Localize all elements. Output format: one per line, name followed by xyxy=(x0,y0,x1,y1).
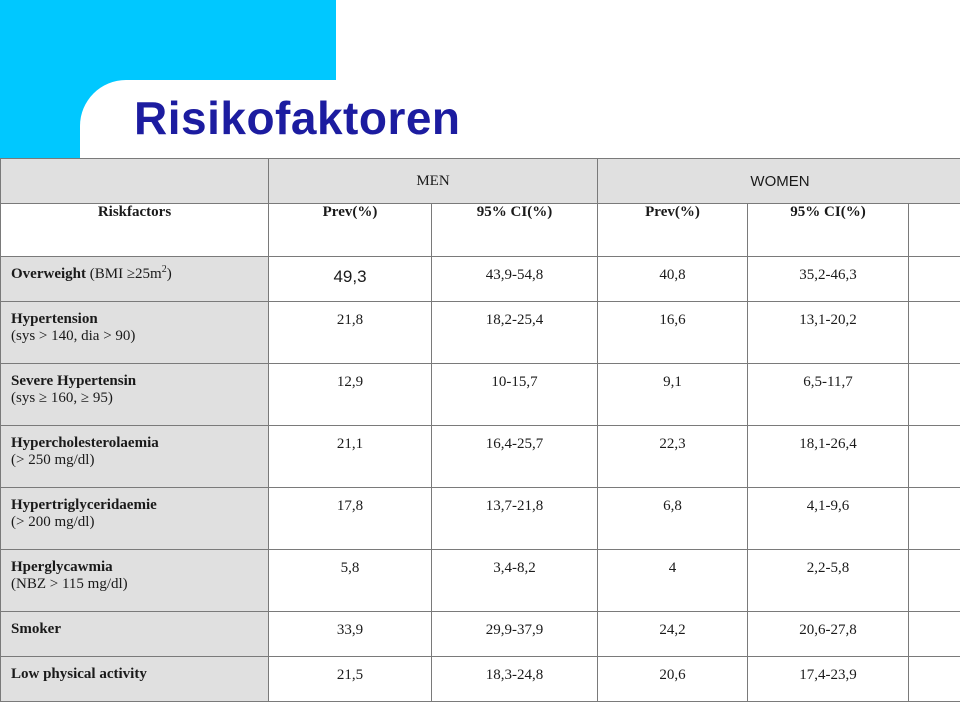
women-ci-cell: 4,1-9,6 xyxy=(747,487,909,550)
women-ci-cell: 18,1-26,4 xyxy=(747,425,909,488)
women-prev-cell: 9,1 xyxy=(597,363,748,426)
row-label-main: Hypertension xyxy=(11,311,98,327)
superscript: 2 xyxy=(161,264,167,275)
row-label-sub: (sys ≥ 160, ≥ 95) xyxy=(11,390,113,406)
title-tab-shape xyxy=(80,80,960,170)
row-label-sub-end: ) xyxy=(166,266,172,282)
row-label-main: Hypercholesterolaemia xyxy=(11,435,159,451)
women-ci-cell: 20,6-27,8 xyxy=(747,611,909,657)
spacer-cell xyxy=(907,549,960,612)
column-header-men-prev: Prev(%) xyxy=(268,203,432,257)
spacer-cell xyxy=(907,425,960,488)
group-header-row: MEN WOMEN xyxy=(0,158,960,204)
row-label-hperglycawmia: Hperglycawmia (NBZ > 115 mg/dl) xyxy=(0,549,269,612)
column-header-women-prev: Prev(%) xyxy=(597,203,748,257)
row-label-main: Low physical activity xyxy=(11,666,147,682)
row-label-hypertension: Hypertension (sys > 140, dia > 90) xyxy=(0,301,269,364)
men-ci-cell: 10-15,7 xyxy=(431,363,598,426)
column-header-spacer xyxy=(907,203,960,257)
men-ci-cell: 3,4-8,2 xyxy=(431,549,598,612)
row-label-main: Hperglycawmia xyxy=(11,559,113,575)
men-prev-cell: 21,8 xyxy=(268,301,432,364)
row-label-sub: (> 200 mg/dl) xyxy=(11,514,95,530)
spacer-cell xyxy=(907,487,960,550)
row-label-sub: (> 250 mg/dl) xyxy=(11,452,95,468)
table-row: Overweight (BMI ≥25m2) 49,3 43,9-54,8 40… xyxy=(0,256,960,302)
men-ci-cell: 18,2-25,4 xyxy=(431,301,598,364)
women-ci-cell: 35,2-46,3 xyxy=(747,256,909,302)
table-row: Severe Hypertensin (sys ≥ 160, ≥ 95) 12,9… xyxy=(0,363,960,426)
men-ci-cell: 29,9-37,9 xyxy=(431,611,598,657)
women-ci-cell: 13,1-20,2 xyxy=(747,301,909,364)
women-prev-cell: 22,3 xyxy=(597,425,748,488)
column-header-women-ci: 95% CI(%) xyxy=(747,203,909,257)
column-header-riskfactors: Riskfactors xyxy=(0,203,269,257)
women-prev-cell: 24,2 xyxy=(597,611,748,657)
column-header-men-ci: 95% CI(%) xyxy=(431,203,598,257)
women-prev-cell: 4 xyxy=(597,549,748,612)
women-prev-cell: 40,8 xyxy=(597,256,748,302)
women-ci-cell: 2,2-5,8 xyxy=(747,549,909,612)
table-row: Hperglycawmia (NBZ > 115 mg/dl) 5,8 3,4-8… xyxy=(0,549,960,612)
table-row: Hypercholesterolaemia (> 250 mg/dl) 21,1 … xyxy=(0,425,960,488)
row-label-sub: (BMI ≥25m2) xyxy=(85,264,172,283)
men-ci-cell: 13,7-21,8 xyxy=(431,487,598,550)
men-ci-cell: 16,4-25,7 xyxy=(431,425,598,488)
table-row: Low physical activity 21,5 18,3-24,8 20,… xyxy=(0,656,960,702)
women-ci-cell: 6,5-11,7 xyxy=(747,363,909,426)
men-prev-cell: 21,1 xyxy=(268,425,432,488)
row-label-main: Severe Hypertensin xyxy=(11,373,137,389)
spacer-cell xyxy=(907,256,960,302)
men-ci-cell: 18,3-24,8 xyxy=(431,656,598,702)
spacer-cell xyxy=(907,656,960,702)
spacer-cell xyxy=(907,611,960,657)
row-label-smoker: Smoker xyxy=(0,611,269,657)
men-prev-cell: 49,3 xyxy=(268,256,432,302)
men-prev-cell: 5,8 xyxy=(268,549,432,612)
table-row: Hypertension (sys > 140, dia > 90) 21,8 1… xyxy=(0,301,960,364)
page-title: Risikofaktoren xyxy=(134,92,461,144)
men-ci-cell: 43,9-54,8 xyxy=(431,256,598,302)
row-label-main: Hypertriglyceridaemie xyxy=(11,497,157,513)
empty-header-cell xyxy=(0,158,269,204)
spacer-cell xyxy=(907,363,960,426)
men-prev-cell: 21,5 xyxy=(268,656,432,702)
row-label-main: Overweight xyxy=(11,266,86,282)
row-label-hypertriglyceridaemie: Hypertriglyceridaemie (> 200 mg/dl) xyxy=(0,487,269,550)
column-header-row: Riskfactors Prev(%) 95% CI(%) Prev(%) 95… xyxy=(0,203,960,257)
women-prev-cell: 20,6 xyxy=(597,656,748,702)
row-label-sub: (sys > 140, dia > 90) xyxy=(11,328,136,344)
risk-factors-table: MEN WOMEN Riskfactors Prev(%) 95% CI(%) … xyxy=(0,158,960,702)
men-prev-cell: 17,8 xyxy=(268,487,432,550)
men-group-header: MEN xyxy=(268,158,598,204)
row-label-low-physical-activity: Low physical activity xyxy=(0,656,269,702)
women-ci-cell: 17,4-23,9 xyxy=(747,656,909,702)
women-prev-cell: 16,6 xyxy=(597,301,748,364)
row-label-hypercholesterolaemia: Hypercholesterolaemia (> 250 mg/dl) xyxy=(0,425,269,488)
row-label-severe-hypertension: Severe Hypertensin (sys ≥ 160, ≥ 95) xyxy=(0,363,269,426)
spacer-cell xyxy=(907,301,960,364)
row-label-main: Smoker xyxy=(11,621,61,637)
row-label-sub-text: (BMI ≥25m xyxy=(85,266,162,282)
row-label-overweight: Overweight (BMI ≥25m2) xyxy=(0,256,269,302)
women-group-header: WOMEN xyxy=(596,158,960,204)
table-row: Smoker 33,9 29,9-37,9 24,2 20,6-27,8 xyxy=(0,611,960,657)
row-label-sub: (NBZ > 115 mg/dl) xyxy=(11,576,128,592)
women-prev-cell: 6,8 xyxy=(597,487,748,550)
men-prev-cell: 12,9 xyxy=(268,363,432,426)
table-row: Hypertriglyceridaemie (> 200 mg/dl) 17,8 … xyxy=(0,487,960,550)
men-prev-cell: 33,9 xyxy=(268,611,432,657)
